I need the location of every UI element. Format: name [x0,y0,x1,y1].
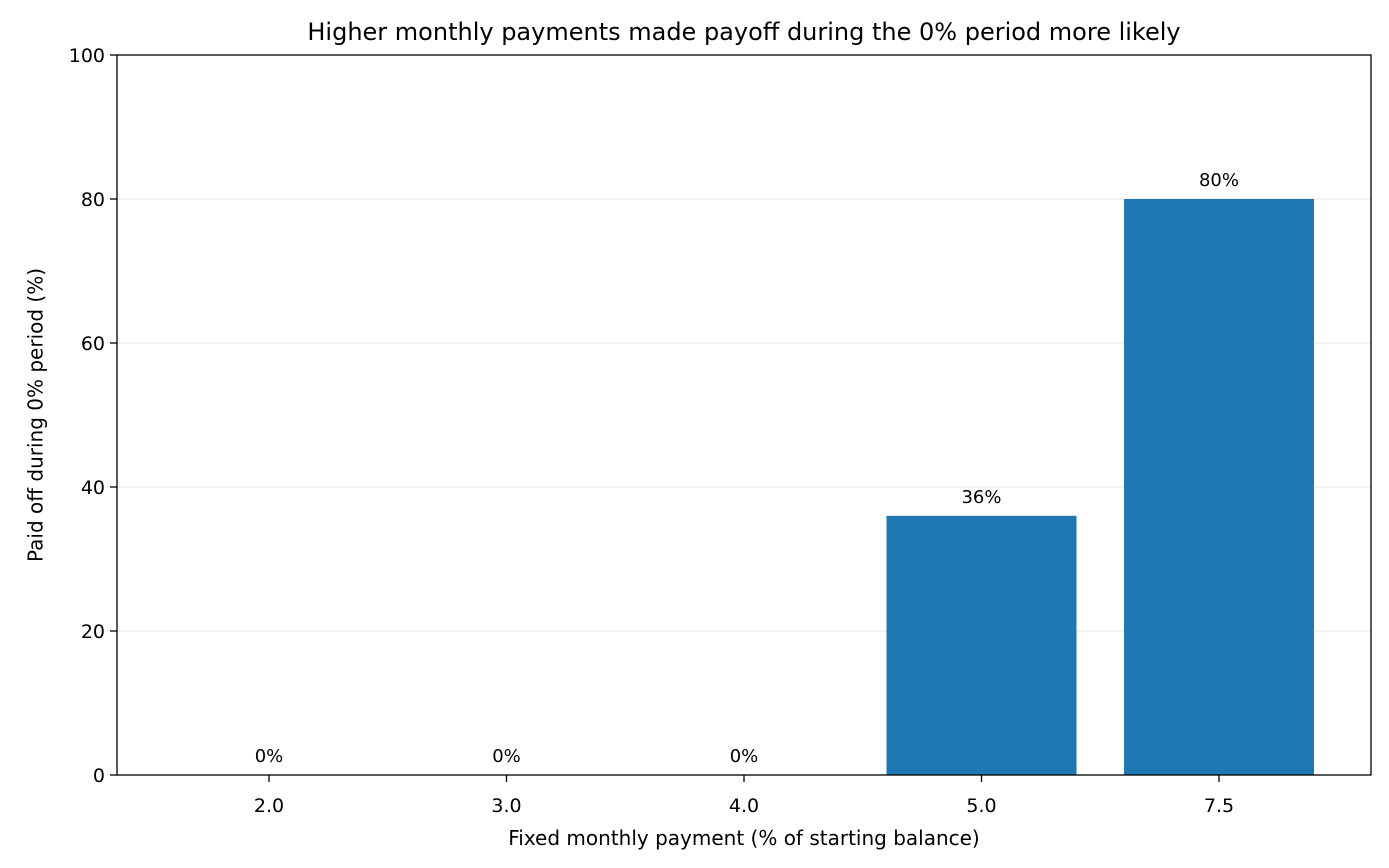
x-tick-label: 2.0 [254,795,284,817]
bars [886,199,1314,775]
x-axis: 2.0 3.0 4.0 5.0 7.5 [254,775,1234,817]
y-tick-label: 40 [81,477,105,499]
bar-5.0 [886,515,1077,775]
data-label: 80% [1199,170,1239,191]
data-label: 0% [255,746,284,767]
x-tick-label: 7.5 [1204,795,1234,817]
data-label: 0% [492,746,521,767]
data-labels: 0% 0% 0% 36% 80% [255,170,1239,767]
y-tick-label: 20 [81,621,105,643]
y-tick-label: 80 [81,189,105,211]
y-tick-label: 0 [93,765,105,787]
y-tick-label: 60 [81,333,105,355]
x-axis-label: Fixed monthly payment (% of starting bal… [508,826,980,850]
y-axis-label: Paid off during 0% period (%) [24,268,48,562]
data-label: 36% [961,487,1001,508]
y-axis: 0 20 40 60 80 100 [69,45,117,787]
y-tick-label: 100 [69,45,105,67]
chart-title: Higher monthly payments made payoff duri… [307,18,1180,46]
data-label: 0% [730,746,759,767]
bar-7.5 [1124,199,1314,775]
x-tick-label: 3.0 [491,795,521,817]
x-tick-label: 4.0 [729,795,759,817]
x-tick-label: 5.0 [966,795,996,817]
